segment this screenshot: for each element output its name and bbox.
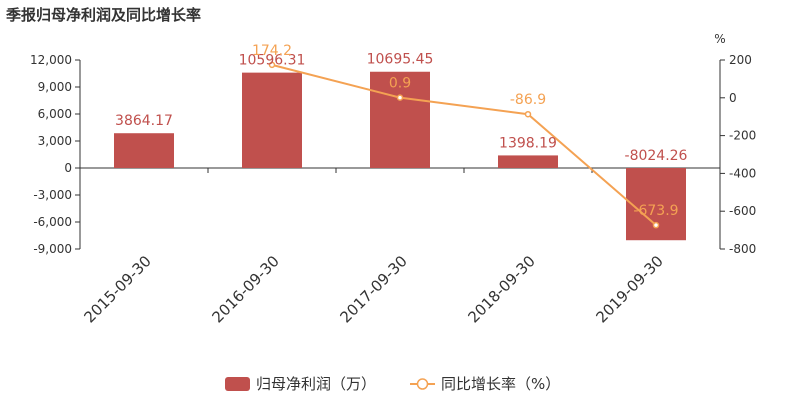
line-point — [524, 110, 532, 118]
line-value-label: -86.9 — [510, 92, 546, 108]
y-left-tick-label: 3,000 — [38, 134, 72, 148]
growth-line — [271, 63, 657, 226]
line-series — [268, 61, 660, 229]
legend[interactable]: 归母净利润（万） 同比增长率（%） — [225, 375, 560, 393]
legend-line-marker — [416, 378, 429, 390]
y-right-unit: % — [714, 32, 725, 46]
line-value-label: 174.2 — [252, 43, 292, 59]
y-right-tick-label: 200 — [729, 53, 752, 67]
bar — [370, 71, 430, 168]
line-value-label: -673.9 — [633, 203, 678, 219]
y-left-tick-label: 12,000 — [30, 53, 72, 67]
line-point — [652, 221, 660, 229]
y-left-tick-label: -3,000 — [33, 188, 72, 202]
y-left-tick-label: -9,000 — [33, 242, 72, 256]
x-tick-label: 2017-09-30 — [336, 252, 410, 326]
x-tick-label: 2019-09-30 — [592, 252, 666, 326]
bar-value-label: 10596.31 — [239, 53, 306, 69]
y-left-tick-label: 0 — [64, 161, 72, 175]
bar-series — [114, 71, 686, 241]
data-labels: 3864.17 10596.31 10695.45 1398.19 -8024.26 17… — [115, 43, 688, 219]
y-left-tick-label: 9,000 — [38, 80, 72, 94]
chart-title: 季报归母净利润及同比增长率 — [6, 6, 202, 24]
bar-value-label: 10695.45 — [367, 52, 434, 68]
line-point — [268, 61, 276, 69]
y-right-tick-label: -200 — [729, 129, 756, 143]
legend-bar-label: 归母净利润（万） — [256, 375, 376, 393]
legend-bar-swatch — [225, 377, 250, 391]
y-right-tick-label: -600 — [729, 204, 756, 218]
y-right-tick-label: 0 — [729, 91, 737, 105]
y-left-tick-label: 6,000 — [38, 107, 72, 121]
x-tick-label: 2016-09-30 — [208, 252, 282, 326]
y-right-tick-label: -400 — [729, 166, 756, 180]
bar-value-label: -8024.26 — [625, 148, 688, 164]
x-tick-label: 2015-09-30 — [80, 252, 154, 326]
line-value-label: 0.9 — [389, 76, 411, 92]
x-tick-label: 2018-09-30 — [464, 252, 538, 326]
y-right-tick-label: -800 — [729, 242, 756, 256]
bar-value-label: 1398.19 — [499, 135, 557, 151]
legend-line-label: 同比增长率（%） — [441, 375, 560, 393]
y-left-tick-label: -6,000 — [33, 215, 72, 229]
bar — [114, 133, 174, 168]
bar-value-label: 3864.17 — [115, 113, 173, 129]
bar — [242, 72, 302, 168]
line-point — [396, 94, 404, 101]
bar — [498, 155, 558, 168]
